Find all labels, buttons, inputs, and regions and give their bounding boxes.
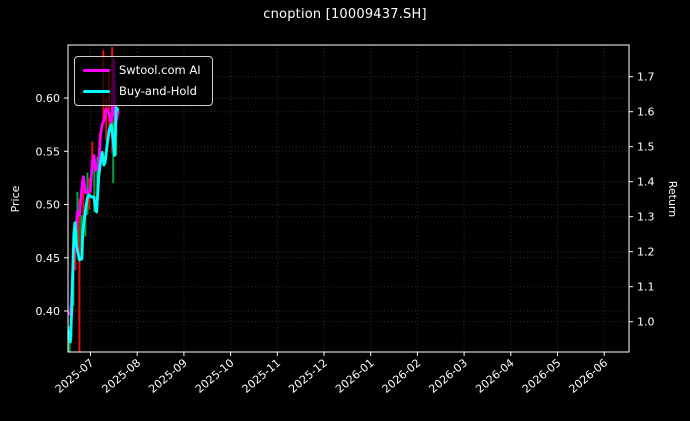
tick-labels: 2025-07 2025-08 2025-09 2025-10 2025-11 2025-… xyxy=(36,71,655,396)
x-tick-label: 2025-09 xyxy=(146,356,190,396)
x-tick-label: 2025-07 xyxy=(53,356,97,396)
x-tick-label: 2026-05 xyxy=(520,356,564,396)
price-axis-label: Price xyxy=(9,185,22,213)
price-tick-label: 0.45 xyxy=(36,252,61,265)
tick-marks xyxy=(64,76,633,356)
legend-line-swatch-cyan xyxy=(83,90,110,93)
return-tick-label: 1.2 xyxy=(637,246,655,259)
chart-title: cnoption [10009437.SH] xyxy=(263,7,427,22)
return-tick-label: 1.0 xyxy=(637,316,655,329)
candle-bar-green xyxy=(93,161,96,212)
candle-bar-red xyxy=(78,199,81,352)
x-tick-label: 2025-12 xyxy=(286,356,330,396)
candle-bar-red xyxy=(105,98,108,141)
return-tick-label: 1.4 xyxy=(637,176,655,189)
return-tick-label: 1.6 xyxy=(637,106,655,119)
x-tick-label: 2025-10 xyxy=(193,356,237,396)
legend-item-buyhold: Buy-and-Hold xyxy=(83,81,201,102)
return-tick-label: 1.7 xyxy=(637,71,655,84)
legend-label: Buy-and-Hold xyxy=(119,83,197,98)
plot-border xyxy=(67,44,630,353)
legend: Swtool.com AI Buy-and-Hold xyxy=(74,56,213,106)
return-tick-label: 1.1 xyxy=(637,281,655,294)
series-line-buy-and-hold xyxy=(68,106,120,344)
price-tick-label: 0.55 xyxy=(36,145,61,158)
price-tick-label: 0.50 xyxy=(36,199,61,212)
legend-line-swatch-magenta xyxy=(83,69,110,72)
legend-label: Swtool.com AI xyxy=(119,62,201,77)
price-tick-label: 0.60 xyxy=(36,92,61,105)
x-tick-label: 2025-11 xyxy=(240,356,284,396)
x-tick-label: 2026-04 xyxy=(473,356,517,396)
candle-bar-red xyxy=(82,182,85,221)
return-tick-label: 1.3 xyxy=(637,211,655,224)
x-tick-label: 2026-01 xyxy=(333,356,377,396)
return-tick-label: 1.5 xyxy=(637,141,655,154)
legend-item-swtool: Swtool.com AI xyxy=(83,60,201,81)
x-tick-label: 2026-06 xyxy=(567,356,611,396)
candle-bar-green xyxy=(86,172,89,216)
x-tick-label: 2026-02 xyxy=(380,356,424,396)
x-tick-label: 2026-03 xyxy=(426,356,470,396)
return-axis-label: Return xyxy=(666,180,679,218)
x-tick-label: 2025-08 xyxy=(100,356,144,396)
price-tick-label: 0.40 xyxy=(36,305,61,318)
